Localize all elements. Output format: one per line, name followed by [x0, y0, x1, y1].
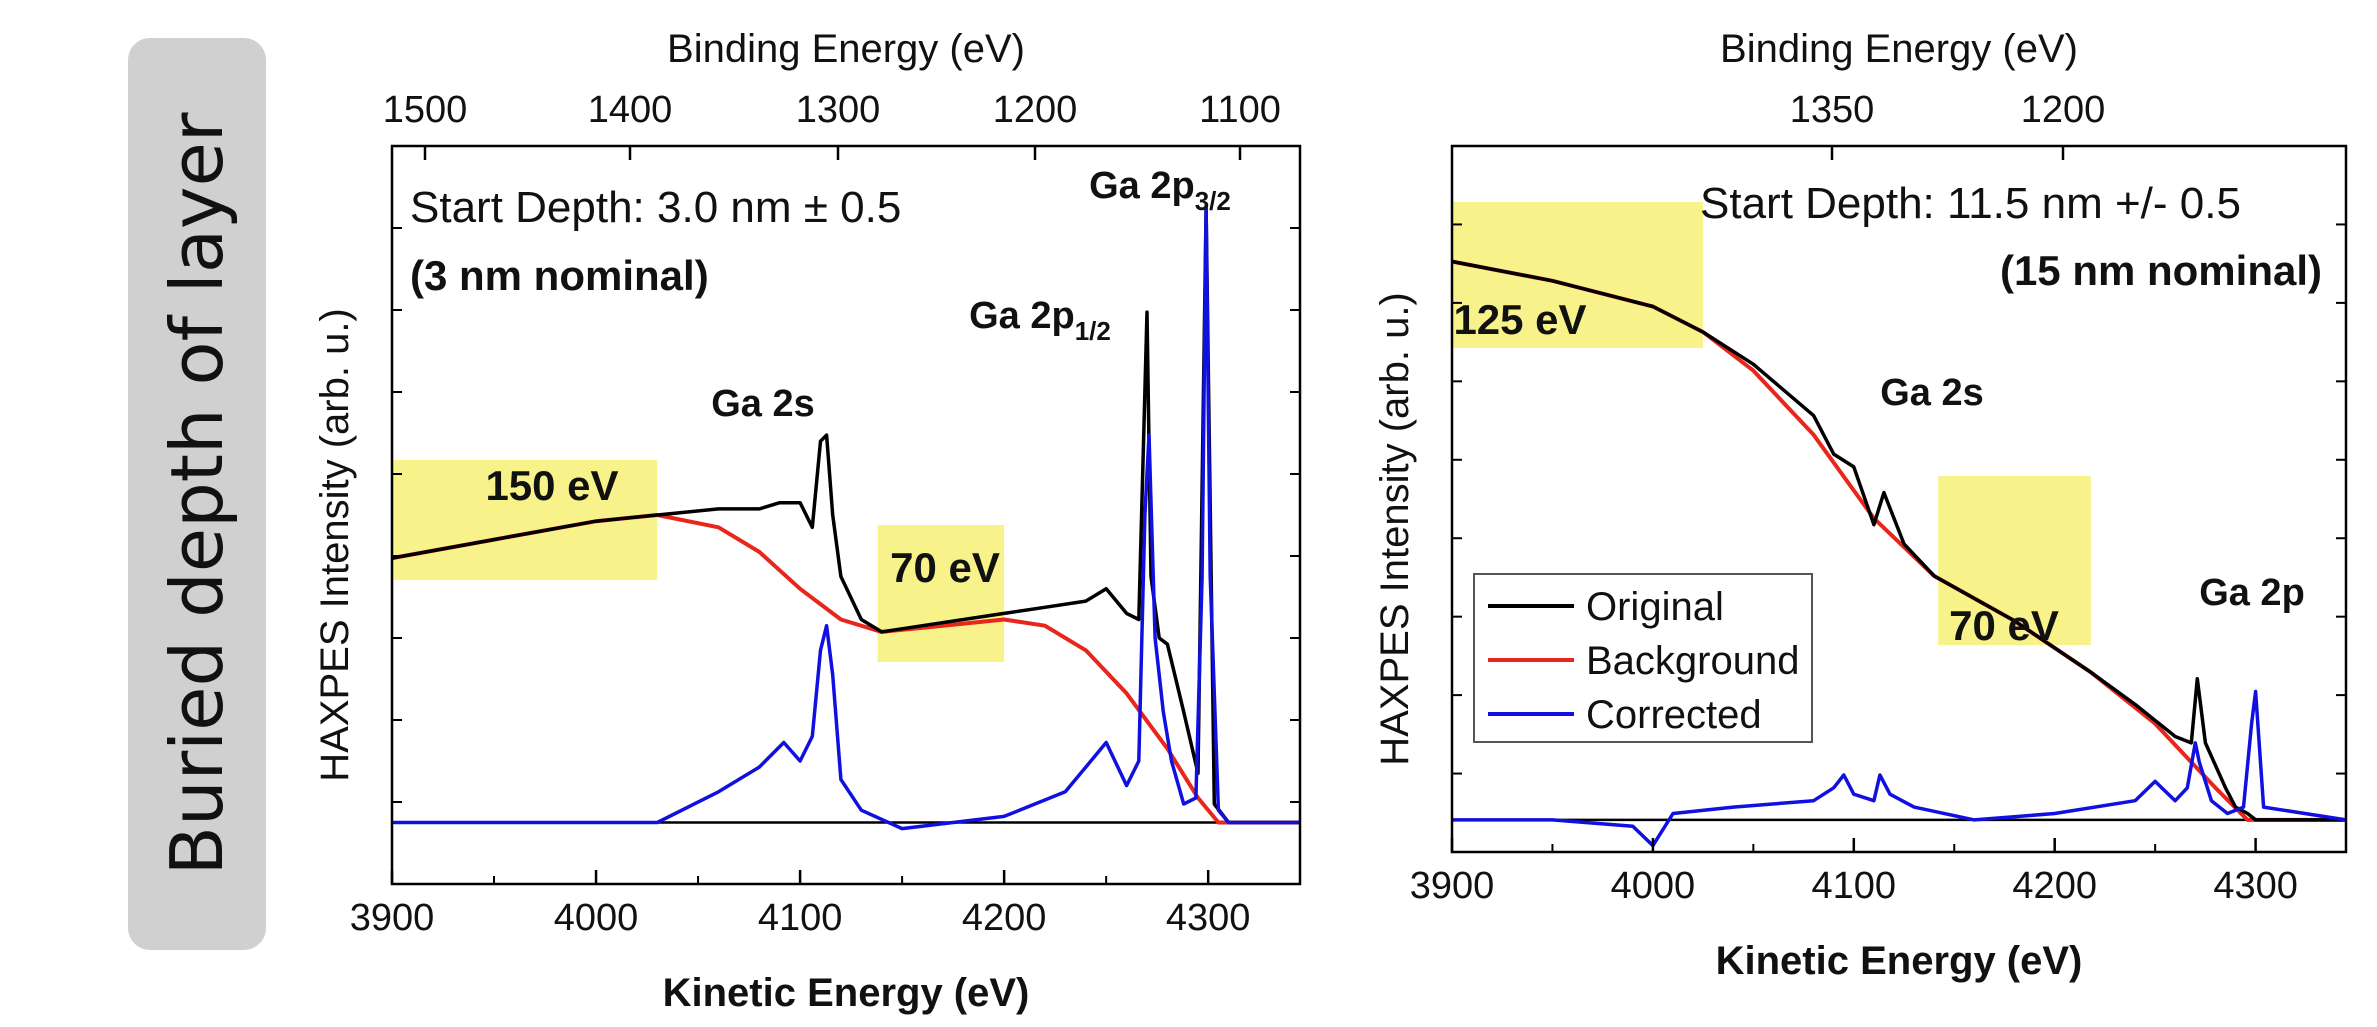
highlight-region — [877, 525, 1005, 662]
x-tick-label: 3900 — [1410, 865, 1495, 907]
top-tick-label: 1100 — [1199, 89, 1281, 131]
y-axis-title: HAXPES Intensity (arb. u.) — [313, 308, 357, 782]
peak-label: Ga 2p3/2 — [1089, 165, 1231, 216]
y-axis-title: HAXPES Intensity (arb. u.) — [1373, 292, 1417, 766]
top-tick-label: 1350 — [1790, 89, 1875, 131]
x-tick-label: 4000 — [554, 897, 639, 939]
region-label: 70 eV — [890, 544, 1000, 591]
highlight-region — [1452, 202, 1704, 348]
series-line-original — [391, 205, 1300, 825]
top-tick-label: 1400 — [588, 89, 673, 131]
x-tick-label: 4300 — [1166, 897, 1251, 939]
x-tick-label: 4200 — [962, 897, 1047, 939]
plot-frame — [390, 144, 1302, 886]
nominal-depth-annotation: (15 nm nominal) — [2000, 247, 2322, 294]
start-depth-annotation: Start Depth: 11.5 nm +/- 0.5 — [1700, 179, 2241, 228]
highlight-region — [1938, 476, 2091, 645]
x-axis-title: Kinetic Energy (eV) — [1716, 939, 2083, 983]
legend-label: Corrected — [1586, 693, 1762, 737]
side-label-panel: Buried depth of layer — [128, 38, 266, 950]
region-label: 125 eV — [1453, 296, 1586, 343]
peak-label: Ga 2s — [1880, 372, 1984, 414]
x-tick-label: 4300 — [2213, 865, 2298, 907]
nominal-depth-annotation: (3 nm nominal) — [410, 252, 709, 299]
region-label: 70 eV — [1949, 602, 2059, 649]
top-axis-title: Binding Energy (eV) — [1720, 27, 2078, 71]
legend-label: Original — [1586, 585, 1724, 629]
top-tick-label: 1200 — [2021, 89, 2106, 131]
start-depth-annotation: Start Depth: 3.0 nm ± 0.5 — [410, 183, 901, 232]
x-axis-title: Kinetic Energy (eV) — [663, 971, 1030, 1015]
legend-label: Background — [1586, 639, 1799, 683]
series-line-corrected — [392, 205, 1300, 831]
x-tick-label: 4000 — [1611, 865, 1696, 907]
x-tick-label: 4200 — [2012, 865, 2097, 907]
peak-label: Ga 2p1/2 — [969, 295, 1111, 346]
series-line-corrected — [1452, 689, 2347, 848]
peak-label-subscript: 3/2 — [1195, 186, 1231, 216]
chart-1: 3900 4000 4100 4200 4300 1500 1400 1300 1200 1100… — [313, 27, 1302, 1015]
peak-label-subscript: 1/2 — [1075, 316, 1111, 346]
top-tick-label: 1300 — [796, 89, 881, 131]
x-tick-label: 4100 — [758, 897, 843, 939]
peak-label: Ga 2s — [711, 383, 815, 425]
top-tick-label: 1500 — [383, 89, 468, 131]
top-axis-title: Binding Energy (eV) — [667, 27, 1025, 71]
chart-2: 3900 4000 4100 4200 4300 1350 1200 Binding Ener… — [1373, 27, 2348, 983]
x-tick-label: 4100 — [1812, 865, 1897, 907]
x-tick-label: 3900 — [350, 897, 435, 939]
plot-frame — [1450, 144, 2348, 854]
top-tick-label: 1200 — [993, 89, 1078, 131]
region-label: 150 eV — [485, 462, 618, 509]
peak-label: Ga 2p — [2199, 572, 2305, 614]
series-line-original — [1451, 259, 2346, 822]
